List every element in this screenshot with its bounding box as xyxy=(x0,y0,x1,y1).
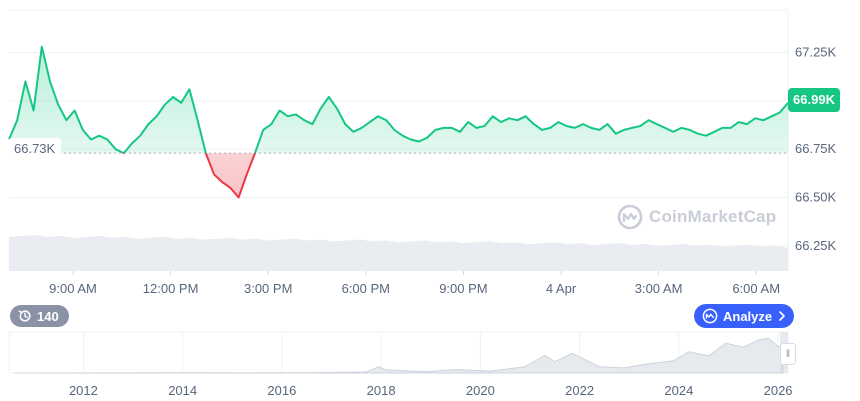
navigator-year-label: 2024 xyxy=(664,383,693,398)
line-above-reference xyxy=(8,45,789,154)
y-tick-label: 66.25K xyxy=(795,238,837,253)
navigator-year-label: 2016 xyxy=(267,383,296,398)
y-tick-label: 67.25K xyxy=(795,45,837,60)
x-tick-label: 4 Apr xyxy=(546,281,577,296)
area-above-reference xyxy=(9,46,788,154)
y-tick-label: 66.75K xyxy=(795,141,837,156)
line-below-reference xyxy=(121,153,257,199)
navigator-year-label: 2026 xyxy=(764,383,793,398)
navigator-year-label: 2022 xyxy=(565,383,594,398)
navigator-history-area xyxy=(13,337,784,374)
analyze-chart-icon xyxy=(702,308,718,324)
x-tick-label: 9:00 PM xyxy=(439,281,487,296)
navigator-year-label: 2012 xyxy=(69,383,98,398)
volume-band xyxy=(9,235,788,271)
chevron-right-icon xyxy=(779,311,785,321)
x-tick-label: 9:00 AM xyxy=(49,281,97,296)
range-handle-icon[interactable]: ‖ xyxy=(780,343,796,365)
volume-area xyxy=(9,235,788,271)
x-tick-label: 6:00 PM xyxy=(342,281,390,296)
analyze-button[interactable]: Analyze xyxy=(694,304,795,328)
price-line xyxy=(8,45,789,199)
navigator-year-label: 2014 xyxy=(168,383,197,398)
x-tick-label: 3:00 AM xyxy=(635,281,683,296)
area-below-reference xyxy=(9,153,788,198)
history-count: 140 xyxy=(37,308,59,324)
history-button[interactable]: 140 xyxy=(10,305,69,327)
watermark-text: CoinMarketCap xyxy=(649,207,777,226)
x-tick-label: 3:00 PM xyxy=(244,281,292,296)
analyze-label: Analyze xyxy=(723,308,773,324)
history-clock-icon xyxy=(18,310,31,322)
navigator-year-label: 2018 xyxy=(367,383,396,398)
navigator-year-axis: 2012 2014 2016 2018 2020 2022 2024 2026 xyxy=(69,383,793,398)
coinmarketcap-watermark: CoinMarketCap xyxy=(617,204,776,230)
x-axis: 9:00 AM 12:00 PM 3:00 PM 6:00 PM 9:00 PM 4 Ap… xyxy=(49,271,780,296)
price-area xyxy=(9,46,788,198)
coinmarketcap-logo-icon xyxy=(617,204,643,230)
x-tick-label: 6:00 AM xyxy=(732,281,780,296)
navigator-year-label: 2020 xyxy=(466,383,495,398)
range-navigator[interactable] xyxy=(8,331,789,374)
reference-price-label: 66.73K xyxy=(8,138,62,160)
x-tick-label: 12:00 PM xyxy=(143,281,199,296)
current-price-badge: 66.99K xyxy=(788,88,840,112)
y-tick-label: 66.50K xyxy=(795,190,837,205)
